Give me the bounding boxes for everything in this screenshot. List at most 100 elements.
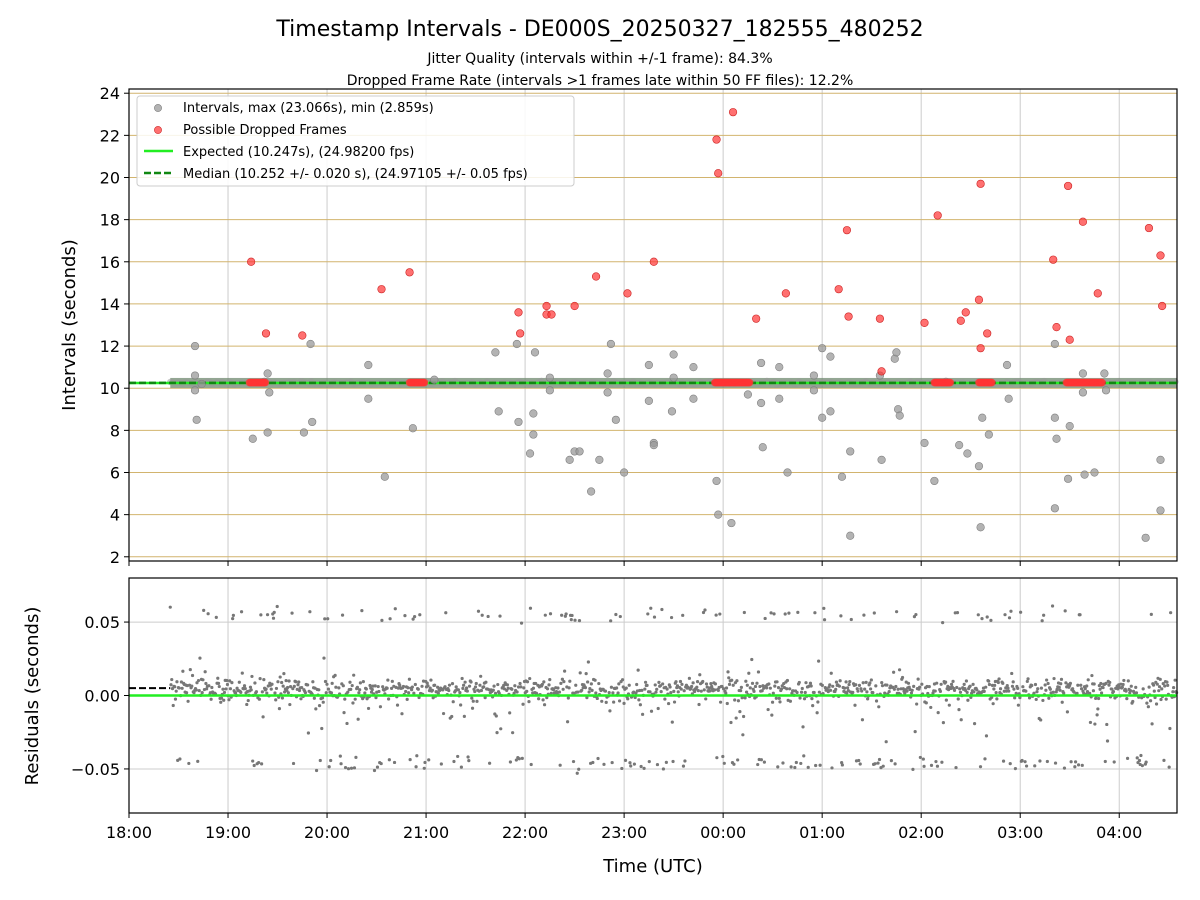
interval-outlier-point [1090, 468, 1099, 477]
interval-outlier-point [587, 487, 596, 496]
residual-point [718, 700, 723, 704]
residual-point [528, 606, 533, 610]
residual-point [497, 691, 501, 696]
residual-point [1008, 762, 1012, 766]
top-y-tick-label: 16 [100, 253, 120, 272]
residual-point [649, 709, 654, 713]
interval-outlier-point [308, 417, 317, 427]
residual-point [225, 678, 229, 683]
residual-point [690, 684, 694, 689]
interval-outlier-point [1052, 434, 1061, 443]
residual-point [910, 688, 914, 692]
residual-point [975, 688, 979, 692]
interval-outlier-point [667, 407, 677, 416]
residual-point [721, 687, 726, 691]
residual-point [377, 689, 381, 694]
residual-point [678, 679, 683, 684]
interval-outlier-point [530, 348, 540, 357]
bottom-y-ticks: 0.05 0.00 −0.05 [71, 613, 129, 779]
residual-point [642, 766, 646, 770]
interval-outlier-point [263, 369, 272, 378]
dropped-frame-point [623, 289, 632, 298]
residual-point [793, 765, 797, 770]
residual-point [411, 617, 415, 621]
top-y-tick-label: 18 [100, 211, 120, 230]
residual-point [594, 691, 598, 695]
residual-point [317, 704, 322, 708]
residual-point [323, 617, 327, 621]
residual-point [1016, 703, 1020, 707]
residual-point [461, 686, 465, 690]
residual-point [486, 614, 490, 619]
residual-point [834, 680, 839, 684]
residual-point [1042, 613, 1046, 617]
interval-outlier-point [757, 358, 766, 368]
residual-point [655, 762, 660, 767]
dropped-frame-point [976, 344, 985, 353]
residual-point [231, 617, 235, 621]
residual-point [703, 608, 707, 612]
residual-point [1046, 681, 1050, 686]
bottom-y-tick-label: −0.05 [71, 760, 120, 779]
residual-point [935, 681, 939, 685]
residual-point [957, 707, 961, 712]
residual-point [771, 691, 775, 695]
residual-point [239, 610, 244, 614]
residual-point [216, 681, 221, 685]
residual-point [972, 690, 976, 694]
residual-point [184, 691, 189, 695]
residual-point [545, 696, 549, 700]
residual-point [1064, 681, 1068, 685]
residual-point [188, 668, 192, 672]
residual-point [168, 605, 172, 609]
residual-point [248, 685, 253, 689]
residual-point [441, 711, 446, 716]
residual-point [884, 740, 888, 744]
dropped-frame-point [781, 289, 790, 298]
top-y-tick-label: 12 [100, 337, 120, 356]
residual-point [527, 700, 531, 704]
residual-point [814, 763, 818, 768]
residual-point [562, 680, 566, 684]
residual-point [972, 722, 977, 726]
residual-point [558, 763, 562, 767]
residual-point [883, 691, 887, 695]
residual-point [1023, 760, 1027, 764]
residual-point [897, 668, 902, 672]
dropped-frame-point [961, 308, 970, 317]
residual-point [918, 755, 922, 760]
residual-point [885, 683, 889, 687]
dropped-frame-point [1093, 289, 1102, 298]
residual-point [818, 763, 822, 767]
residual-point [935, 764, 940, 768]
residual-point [277, 707, 282, 711]
residual-point [542, 680, 546, 684]
residual-point [291, 761, 296, 766]
residual-point [692, 689, 697, 694]
residual-point [240, 671, 244, 675]
residual-point [965, 690, 969, 695]
interval-outlier-point [575, 447, 584, 456]
residual-point [228, 687, 233, 691]
residual-point [1080, 763, 1084, 767]
residual-point [254, 690, 259, 694]
residual-point [600, 699, 604, 703]
residual-point [680, 682, 684, 686]
residual-point [306, 731, 310, 735]
residual-point [456, 754, 460, 759]
residual-point [1068, 681, 1072, 685]
residual-point [1111, 689, 1116, 694]
residual-point [311, 680, 315, 684]
residual-point [643, 680, 648, 684]
interval-outlier-point [491, 348, 500, 357]
interval-outlier-point [758, 443, 767, 452]
x-tick-label: 01:00 [799, 823, 845, 842]
residual-point [815, 711, 819, 715]
residual-point [776, 765, 780, 769]
residual-point [548, 612, 553, 616]
residual-point [993, 683, 997, 687]
residual-point [1035, 690, 1039, 694]
dropped-frame-point [974, 295, 984, 304]
dropped-frame-point [920, 318, 929, 327]
interval-outlier-point [1156, 506, 1165, 515]
